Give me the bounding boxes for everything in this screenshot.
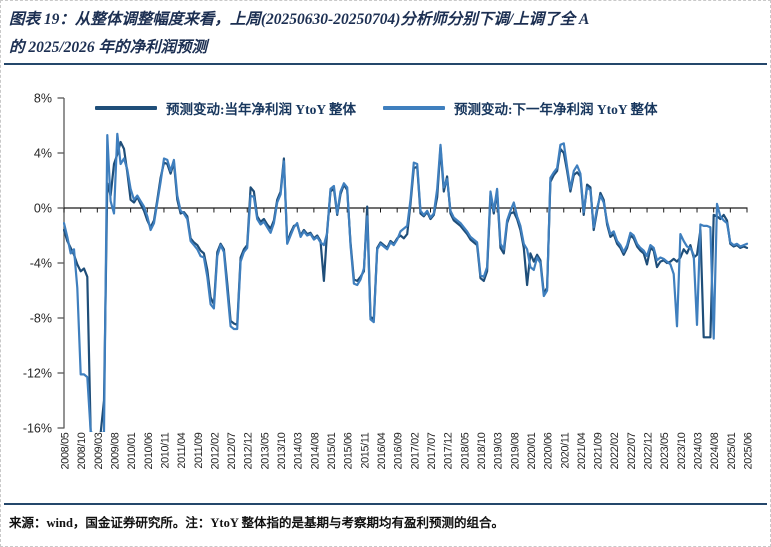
x-tick-label: 2013/05 <box>259 432 271 469</box>
legend-swatch <box>95 106 157 110</box>
x-tick-label: 2016/04 <box>376 432 388 469</box>
figure-title-line2: 的 2025/2026 年的净利润预测 <box>9 38 208 56</box>
legend-label: 预测变动:当年净利润 YtoY 整体 <box>166 102 356 117</box>
x-tick-label: 2015/06 <box>343 432 355 469</box>
x-tick-label: 2024/08 <box>709 432 721 469</box>
y-tick-label: -12% <box>23 367 52 381</box>
x-tick-label: 2014/03 <box>293 432 305 469</box>
x-tick-label: 2016/09 <box>393 432 405 469</box>
x-tick-label: 2019/08 <box>509 432 521 469</box>
x-tick-label: 2022/12 <box>643 432 655 469</box>
y-tick-label: -4% <box>30 257 52 271</box>
x-tick-label: 2024/03 <box>693 432 705 469</box>
x-tick-label: 2019/03 <box>493 432 505 469</box>
legend-label: 预测变动:下一年净利润 YtoY 整体 <box>454 102 658 117</box>
legend-item-next-year: 预测变动:下一年净利润 YtoY 整体 <box>383 98 658 118</box>
x-tick-label: 2008/05 <box>60 432 72 469</box>
x-tick-label: 2021/09 <box>593 432 605 469</box>
y-tick-label: -8% <box>30 312 52 326</box>
x-tick-label: 2025/01 <box>726 432 738 469</box>
x-tick-label: 2009/08 <box>109 432 121 469</box>
x-tick-label: 2020/06 <box>543 432 555 469</box>
y-tick-label: -16% <box>23 422 52 436</box>
x-tick-label: 2025/06 <box>743 432 755 469</box>
x-tick-label: 2020/11 <box>559 432 571 468</box>
x-tick-label: 2008/10 <box>76 432 88 469</box>
legend-item-current-year: 预测变动:当年净利润 YtoY 整体 <box>95 98 356 118</box>
figure-title: 图表 19：从整体调整幅度来看，上周(20250630-20250704)分析师… <box>9 6 764 61</box>
series-line-current-year <box>63 140 749 432</box>
x-tick-label: 2012/02 <box>209 432 221 469</box>
x-tick-label: 2017/02 <box>409 432 421 469</box>
x-tick-label: 2012/07 <box>226 432 238 469</box>
series-line-next-year <box>63 132 749 432</box>
x-tick-label: 2023/05 <box>659 432 671 469</box>
x-tick-label: 2017/12 <box>443 432 455 469</box>
y-tick-label: 8% <box>34 92 52 106</box>
x-tick-label: 2012/12 <box>243 432 255 469</box>
x-tick-label: 2015/11 <box>359 432 371 468</box>
x-tick-label: 2022/07 <box>626 432 638 469</box>
title-divider <box>4 63 767 65</box>
x-tick-label: 2018/05 <box>459 432 471 469</box>
footer-divider <box>4 503 767 505</box>
source-note: 来源：wind，国金证券研究所。注：YtoY 整体指的是基期与考察期均有盈利预测… <box>9 516 505 530</box>
x-tick-label: 2018/10 <box>476 432 488 469</box>
x-tick-label: 2013/10 <box>276 432 288 469</box>
x-tick-label: 2011/09 <box>193 432 205 468</box>
x-tick-label: 2010/06 <box>143 432 155 469</box>
x-tick-label: 2020/01 <box>526 432 538 469</box>
x-tick-label: 2021/04 <box>576 432 588 469</box>
x-tick-label: 2015/01 <box>326 432 338 469</box>
x-tick-label: 2009/03 <box>93 432 105 469</box>
x-tick-label: 2017/07 <box>426 432 438 469</box>
x-tick-label: 2014/08 <box>309 432 321 469</box>
x-tick-label: 2010/01 <box>126 432 138 469</box>
x-tick-label: 2011/04 <box>176 432 188 468</box>
x-tick-label: 2022/02 <box>609 432 621 469</box>
x-tick-label: 2010/11 <box>159 432 171 468</box>
y-tick-label: 4% <box>34 147 52 161</box>
y-tick-label: 0% <box>34 202 52 216</box>
x-tick-label: 2023/10 <box>676 432 688 469</box>
figure-title-line1: 图表 19：从整体调整幅度来看，上周(20250630-20250704)分析师… <box>9 11 590 28</box>
legend-swatch <box>383 106 445 110</box>
